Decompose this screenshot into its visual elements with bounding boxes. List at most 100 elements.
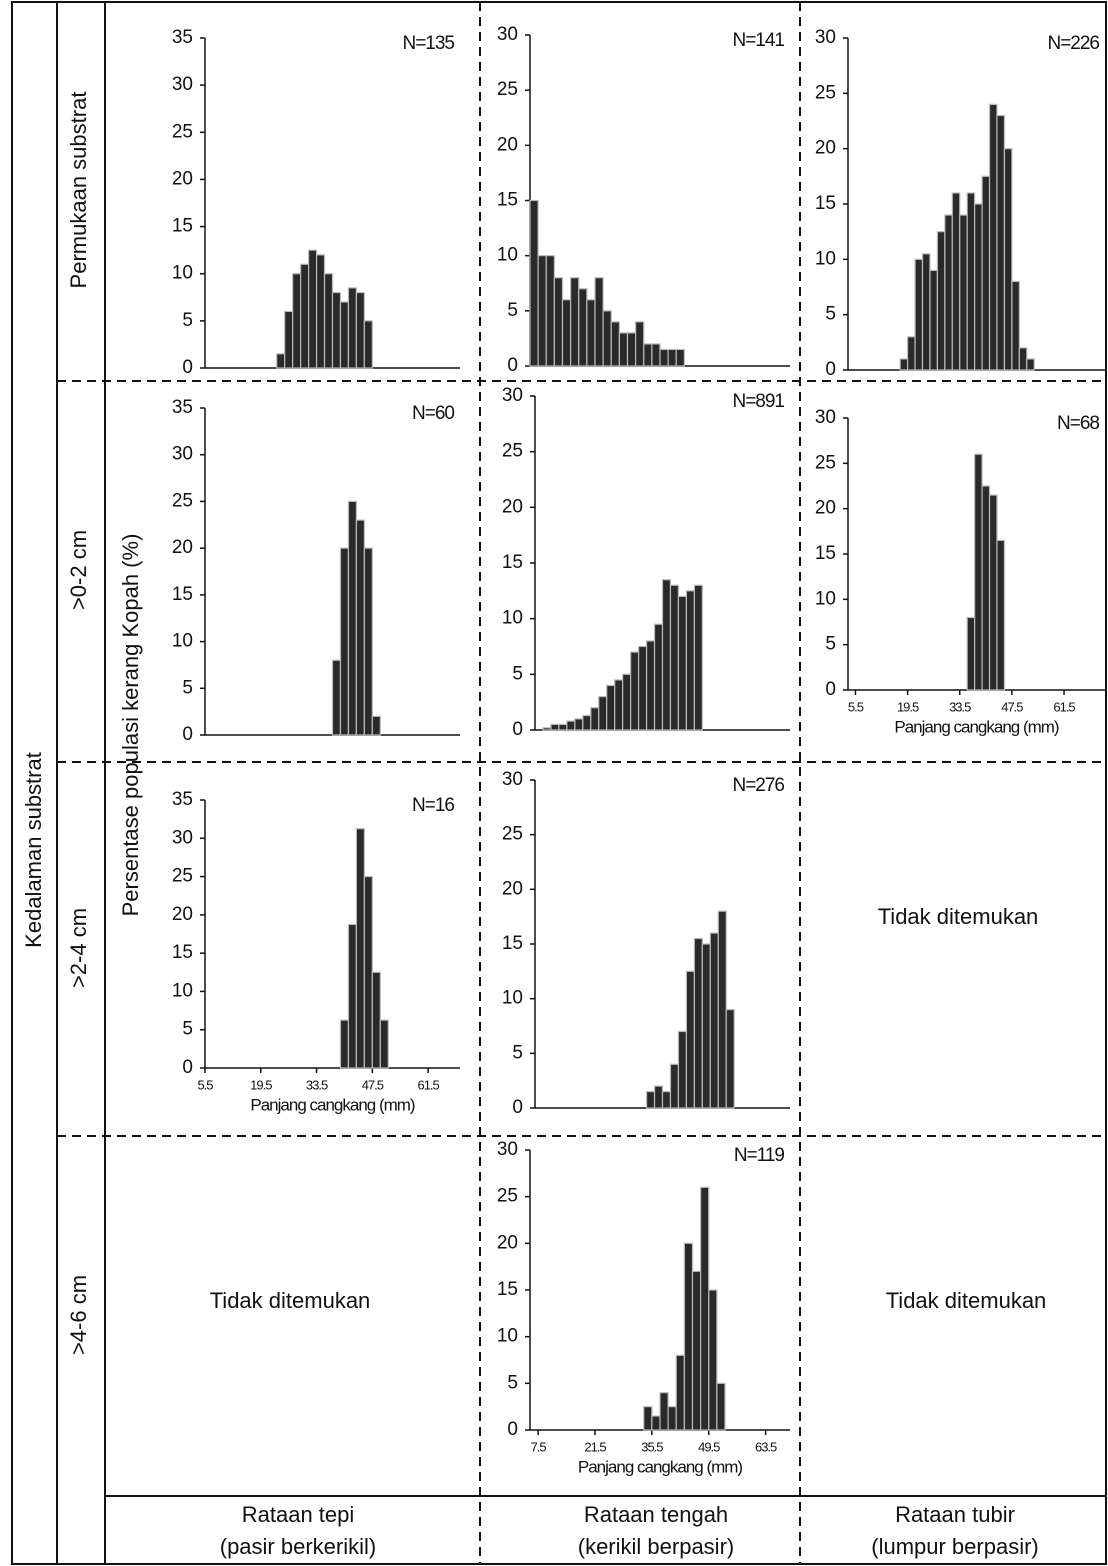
bar [661,579,672,731]
y-tick-label: 25 [815,82,836,103]
bar [677,1030,688,1109]
y-tick-label: 15 [497,1279,518,1300]
bar [701,943,711,1109]
bar [578,288,588,367]
empty-note: Tidak ditemukan [886,1288,1047,1313]
column-subtitle: (pasir berkerikil) [220,1534,376,1559]
bar [331,659,342,736]
bar [371,971,381,1069]
y-tick-label: 15 [172,584,193,605]
bar [981,485,991,691]
bar [284,310,294,369]
y-tick-label: 30 [172,827,193,848]
bar [610,321,620,367]
annotation: N=119 [734,1145,785,1166]
column-title: Rataan tepi [242,1502,355,1527]
bar [635,321,645,367]
bar [582,714,592,731]
bar [363,547,373,736]
y-tick-label: 0 [512,1097,523,1118]
y-tick-label: 5 [507,300,518,321]
bar [645,640,656,731]
annotation: N=226 [1047,33,1099,54]
bar [355,519,365,736]
column-title: Rataan tubir [895,1502,1015,1527]
bar [542,727,552,731]
y-tick-label: 10 [815,248,836,269]
empty-note: Tidak ditemukan [878,904,1039,929]
bar [339,1019,350,1069]
y-tick-label: 20 [815,138,836,159]
y-tick-label: 30 [815,27,836,48]
y-tick-label: 10 [172,631,193,652]
bar [996,539,1006,691]
annotation: N=135 [402,33,454,54]
y-tick-label: 10 [172,263,193,284]
x-tick-label: 61.5 [1053,699,1075,714]
bar [645,1090,656,1109]
bar [574,718,584,731]
x-tick-label: 33.5 [306,1077,328,1092]
bar [643,343,653,367]
y-tick-label: 30 [172,444,193,465]
x-tick-label: 47.5 [1001,699,1023,714]
row-label: Permukaan substrat [66,92,91,289]
x-tick-label: 5.5 [197,1077,213,1092]
y-tick-label: 25 [502,441,523,462]
annotation: N=68 [1057,413,1099,434]
y-tick-label: 0 [182,357,193,378]
empty-note: Tidak ditemukan [210,1288,371,1313]
bar [355,828,365,1069]
y-tick-label: 25 [172,490,193,511]
y-tick-label: 30 [497,1139,518,1160]
y-tick-label: 15 [502,933,523,954]
y-tick-label: 20 [497,1232,518,1253]
x-tick-label: 61.5 [417,1077,439,1092]
y-tick-label: 30 [497,24,518,45]
bar [323,273,334,369]
bar [618,332,629,367]
y-tick-label: 5 [825,304,836,325]
bar [300,263,310,369]
y-tick-label: 15 [172,216,193,237]
y-tick-label: 20 [497,134,518,155]
y-tick-label: 5 [512,1042,523,1063]
bar [653,623,664,731]
y-tick-label: 5 [182,1019,193,1040]
bar [716,1382,726,1431]
dashed-grid [57,2,1106,1564]
x-tick-label: 19.5 [250,1077,272,1092]
y-tick-label: 0 [507,355,518,376]
bar [996,114,1006,371]
bar [347,923,358,1069]
y-tick-label: 20 [815,498,836,519]
bar [944,214,953,371]
bar [558,723,568,731]
bar [914,258,924,371]
column-title: Rataan tengah [584,1502,728,1527]
y-tick-label: 20 [502,496,523,517]
x-tick-label: 63.5 [755,1439,777,1454]
bar [1011,280,1020,371]
bar [667,348,677,367]
bar [659,1392,669,1431]
bar [545,255,555,367]
bar [331,291,342,369]
bar [643,1406,653,1431]
y-tick-label: 15 [815,543,836,564]
y-tick-label: 10 [172,980,193,1001]
bar [594,277,604,367]
bar [307,249,318,369]
bar [709,932,719,1109]
bar [929,269,938,371]
bar [661,1090,672,1109]
bar [550,723,560,731]
bar [675,348,685,367]
bar [339,547,350,736]
y-tick-label: 20 [172,537,193,558]
bar [959,214,968,371]
bar [602,310,612,367]
y-tick-label: 35 [172,397,193,418]
bar [626,332,637,367]
bar [936,231,946,371]
